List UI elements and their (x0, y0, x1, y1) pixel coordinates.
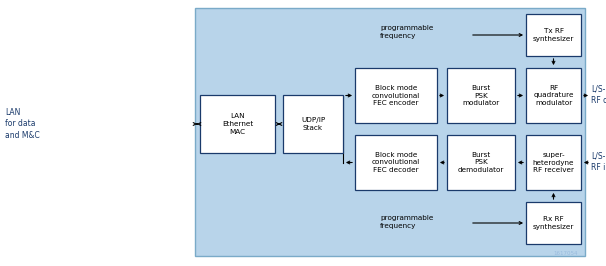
Text: L/S-band
RF output: L/S-band RF output (591, 85, 606, 105)
Bar (283, 95, 343, 153)
Bar (355, 68, 437, 123)
Text: super-
heterodyne
RF receiver: super- heterodyne RF receiver (533, 152, 574, 173)
Text: RF
quadrature
modulator: RF quadrature modulator (533, 85, 574, 106)
Bar (195, 8, 585, 256)
Bar (526, 68, 581, 123)
Text: Burst
PSK
demodulator: Burst PSK demodulator (458, 152, 504, 173)
Bar (447, 135, 515, 190)
Text: programmable
frequency: programmable frequency (380, 215, 433, 229)
Text: UDP/IP
Stack: UDP/IP Stack (301, 117, 325, 131)
Text: Tx RF
synthesizer: Tx RF synthesizer (533, 28, 574, 42)
Text: LAN
Ethernet
MAC: LAN Ethernet MAC (222, 114, 253, 135)
Text: programmable
frequency: programmable frequency (380, 25, 433, 39)
Text: Rx RF
synthesizer: Rx RF synthesizer (533, 216, 574, 230)
Text: L/S-band
RF input: L/S-band RF input (591, 152, 606, 172)
Text: Block mode
convolutional
FEC encoder: Block mode convolutional FEC encoder (372, 85, 420, 106)
Bar (447, 68, 515, 123)
Text: LAN
for data
and M&C: LAN for data and M&C (5, 109, 40, 140)
Bar (355, 135, 437, 190)
Bar (526, 135, 581, 190)
Bar (526, 14, 581, 56)
Text: 1617054: 1617054 (553, 251, 578, 256)
Bar (200, 95, 275, 153)
Text: Block mode
convolutional
FEC decoder: Block mode convolutional FEC decoder (372, 152, 420, 173)
Bar (526, 202, 581, 244)
Text: Burst
PSK
modulator: Burst PSK modulator (462, 85, 499, 106)
